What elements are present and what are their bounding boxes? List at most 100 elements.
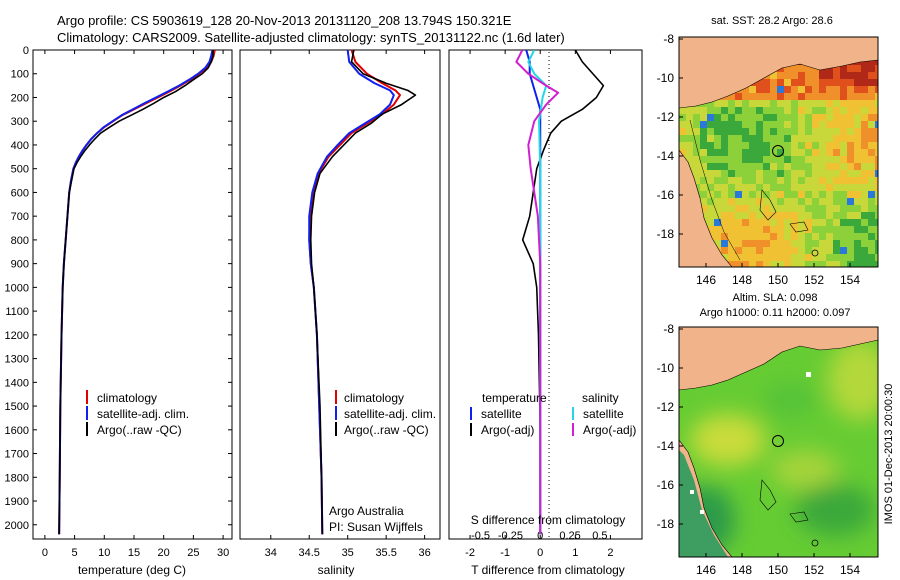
salinity-axes: [239, 49, 441, 540]
sst-cell: [742, 212, 749, 219]
sst-cell: [812, 198, 819, 205]
sst-cell: [700, 114, 707, 121]
sla-map-gap: [700, 510, 704, 514]
temperature-tick-labels: 0 5 10 15 20 25 30: [42, 50, 229, 559]
sst-cell: [847, 149, 854, 156]
sst-cell: [798, 163, 805, 170]
sst-cell: [840, 149, 847, 156]
sst-cell: [728, 240, 735, 247]
sst-cell: [728, 261, 735, 267]
sst-cell: [833, 212, 840, 219]
sst-cell: [742, 156, 749, 163]
temperature-series: [58, 50, 216, 535]
salinity-panel: 34 34.5 35 35.5 36 salinity climatology sate…: [239, 49, 441, 577]
sst-cell: [826, 128, 833, 135]
sst-cell: [819, 254, 826, 261]
sst-cell: [728, 226, 735, 233]
sst-cell: [784, 198, 791, 205]
sst-cell: [784, 240, 791, 247]
sst-cell: [735, 198, 742, 205]
sst-cell: [861, 100, 868, 107]
sst-cell: [777, 121, 784, 128]
sst-cell: [735, 135, 742, 142]
sst-cell: [735, 170, 742, 177]
sst-cell: [812, 114, 819, 121]
sst-cell: [805, 135, 812, 142]
sst-cell: [707, 212, 714, 219]
sst-cell: [770, 72, 777, 79]
sst-cell: [749, 163, 756, 170]
sst-cell: [791, 156, 798, 163]
sst-argo-location-marker: [772, 145, 784, 157]
map-y-tick-label: -12: [657, 400, 675, 414]
sst-cell: [875, 121, 878, 128]
sst-cell: [798, 107, 805, 114]
map-x-tick-label: 146: [696, 563, 716, 577]
sst-cell: [826, 135, 833, 142]
sst-cell: [854, 135, 861, 142]
sst-cell: [875, 261, 878, 267]
sst-cell: [812, 205, 819, 212]
sst-cell: [728, 156, 735, 163]
sst-cell: [784, 177, 791, 184]
sst-cell: [728, 184, 735, 191]
sst-cell: [707, 198, 714, 205]
depth-tick-label: 100: [11, 69, 29, 81]
sst-cell: [833, 177, 840, 184]
sst-cell: [756, 135, 763, 142]
depth-tick-label: 800: [11, 235, 29, 247]
sst-cell: [679, 142, 686, 149]
sla-map-title-2: Argo h1000: 0.11 h2000: 0.097: [700, 307, 851, 319]
sst-cell: [833, 219, 840, 226]
sst-cell: [861, 79, 868, 86]
sst-cell: [826, 156, 833, 163]
sst-cell: [854, 212, 861, 219]
sst-cell: [756, 107, 763, 114]
sst-cell: [679, 128, 686, 135]
series-line-argo-raw-qc-: [58, 50, 214, 535]
sst-cell: [847, 163, 854, 170]
sst-cell: [854, 107, 861, 114]
sst-cell: [686, 156, 693, 163]
sst-cell: [854, 247, 861, 254]
sst-cell: [854, 198, 861, 205]
sst-cell: [805, 184, 812, 191]
sst-cell: [840, 79, 847, 86]
map-y-tick-label: -8: [663, 32, 674, 46]
sst-cell: [707, 219, 714, 226]
sst-cell: [763, 177, 770, 184]
sst-cell: [721, 100, 728, 107]
sst-cell: [756, 79, 763, 86]
sst-cell: [854, 261, 861, 267]
sst-cell: [826, 184, 833, 191]
sst-cell: [735, 219, 742, 226]
sst-cell: [770, 149, 777, 156]
sst-cell: [763, 114, 770, 121]
sst-cell: [756, 121, 763, 128]
sst-cell: [728, 219, 735, 226]
sst-cell: [714, 233, 721, 240]
sst-cell: [721, 149, 728, 156]
sst-cell: [875, 58, 878, 65]
sst-cell: [721, 177, 728, 184]
sst-cell: [763, 149, 770, 156]
sst-cell: [819, 142, 826, 149]
sst-cell: [847, 93, 854, 100]
sst-cell: [875, 170, 878, 177]
sla-map-title-1: Altim. SLA: 0.098: [733, 292, 818, 304]
sst-cell: [791, 205, 798, 212]
sst-cell: [714, 114, 721, 121]
sst-cell: [868, 128, 875, 135]
sst-cell: [805, 205, 812, 212]
sst-cell: [700, 142, 707, 149]
sst-cell: [777, 226, 784, 233]
sst-cell: [847, 142, 854, 149]
sst-cell: [770, 86, 777, 93]
sst-cell: [749, 107, 756, 114]
sst-cell: [784, 219, 791, 226]
sst-cell: [686, 135, 693, 142]
sst-cell: [833, 240, 840, 247]
sst-cell: [861, 156, 868, 163]
sst-cell: [756, 163, 763, 170]
